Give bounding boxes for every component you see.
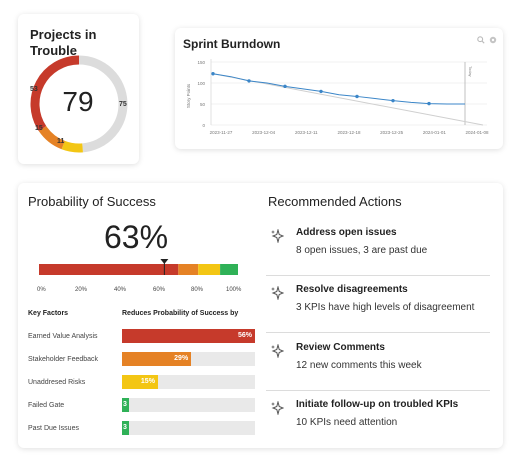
donut-segment	[30, 55, 80, 132]
burndown-chart[interactable]: 150 100 50 0 Story Points 2023-11-27 2023-12-0…	[175, 28, 503, 149]
action-address-open-issues[interactable]: Address open issues 8 open issues, 3 are…	[266, 225, 490, 276]
factor-bar-past-due-issues[interactable]: 3	[122, 421, 255, 435]
gauge-band	[198, 264, 221, 275]
x-tick-label: 2023-12-04	[252, 130, 276, 135]
action-title: Initiate follow-up on troubled KPIs	[296, 399, 459, 410]
factor-bar-earned-value[interactable]: 56%	[122, 329, 255, 343]
sparkle-icon	[271, 344, 284, 358]
data-point	[247, 79, 251, 83]
action-title: Resolve disagreements	[296, 284, 408, 295]
data-point	[355, 94, 359, 99]
action-resolve-disagreements[interactable]: Resolve disagreements 3 KPIs have high l…	[266, 282, 490, 333]
probability-title: Probability of Success	[28, 194, 156, 209]
data-point	[391, 98, 395, 103]
sparkle-icon	[271, 229, 284, 243]
factor-bar-unaddressed-risks[interactable]: 15%	[122, 375, 255, 389]
scale-tick-20: 20%	[75, 287, 88, 293]
scale-tick-60: 60%	[153, 287, 166, 293]
y-tick-label: 50	[200, 102, 206, 107]
action-initiate-follow-up[interactable]: Initiate follow-up on troubled KPIs 10 K…	[266, 397, 490, 447]
sprint-burndown-card[interactable]: 150 100 50 0 Story Points 2023-11-27 2023-12-0…	[175, 28, 503, 149]
donut-segment	[38, 125, 66, 150]
settings-icon[interactable]	[489, 36, 497, 44]
data-point	[211, 72, 215, 76]
y-axis-label: Story Points	[186, 83, 191, 108]
action-detail: 10 KPIs need attention	[296, 417, 398, 428]
actual-line	[212, 73, 465, 105]
x-tick-label: 2023-12-25	[380, 130, 404, 135]
projects-total-value: 79	[62, 86, 94, 117]
insights-panel: Probability of Success 63% 0% 20% 40% 60…	[18, 183, 503, 448]
x-tick-label: 2023-11-27	[210, 130, 233, 135]
search-icon[interactable]	[477, 36, 485, 44]
factor-label: Failed Gate	[28, 402, 65, 409]
factor-bar-failed-gate[interactable]: 3	[122, 398, 255, 412]
burndown-plot: 150 100 50 0 Story Points 2023-11-27 2023-12-0…	[186, 59, 489, 135]
action-review-comments[interactable]: Review Comments 12 new comments this wee…	[266, 340, 490, 391]
factor-bar-stakeholder-feedback[interactable]: 29%	[122, 352, 255, 366]
factor-value: 15%	[140, 378, 155, 385]
data-point	[427, 101, 431, 106]
probability-gauge-bar[interactable]	[18, 183, 258, 293]
scale-tick-100: 100%	[226, 287, 242, 293]
sparkle-icon	[271, 286, 284, 300]
reduces-header: Reduces Probability of Success by	[122, 310, 239, 317]
x-tick-label: 2023-12-11	[295, 130, 318, 135]
factor-fill	[122, 329, 255, 343]
donut-label-red: 53	[30, 86, 38, 93]
x-tick-label: 2024-01-08	[465, 130, 489, 135]
factor-value: 3	[123, 424, 127, 431]
factor-fill	[122, 375, 158, 389]
factor-label: Earned Value Analysis	[28, 333, 98, 340]
action-title: Review Comments	[296, 342, 385, 353]
factor-value: 56%	[238, 332, 253, 339]
donut-label-orange: 15	[35, 125, 43, 132]
y-tick-label: 0	[202, 123, 205, 128]
factor-value: 29%	[174, 355, 189, 362]
gauge-band	[178, 264, 199, 275]
key-factors-header: Key Factors	[28, 310, 69, 317]
action-title: Address open issues	[296, 227, 397, 238]
factor-label: Unaddresed Risks	[28, 379, 86, 386]
sparkle-icon	[271, 401, 284, 415]
data-point	[319, 89, 323, 94]
action-detail: 8 open issues, 3 are past due	[296, 245, 428, 256]
factor-label: Stakeholder Feedback	[28, 356, 99, 363]
probability-value: 63%	[104, 219, 169, 255]
factor-fill	[122, 352, 192, 366]
factor-fill	[122, 421, 129, 435]
projects-in-trouble-card[interactable]: Projects in Trouble 79 53 15 11 75	[18, 14, 139, 164]
donut-label-yellow: 11	[57, 138, 65, 145]
projects-donut-chart[interactable]	[18, 14, 139, 164]
burndown-title: Sprint Burndown	[183, 37, 281, 51]
factor-label: Past Due Issues	[28, 425, 79, 432]
scale-tick-0: 0%	[37, 287, 46, 293]
recommended-actions-title: Recommended Actions	[268, 194, 402, 209]
factor-value: 3	[123, 401, 127, 408]
gauge-pointer	[160, 259, 169, 264]
y-tick-label: 150	[197, 60, 205, 65]
scale-tick-80: 80%	[191, 287, 204, 293]
x-tick-label: 2024-01-01	[423, 130, 447, 135]
x-tick-label: 2023-12-18	[337, 130, 361, 135]
donut-segment	[78, 55, 128, 153]
gauge-band	[220, 264, 238, 275]
donut-segment	[61, 140, 83, 153]
donut-label-grey: 75	[119, 101, 127, 108]
scale-tick-40: 40%	[114, 287, 127, 293]
action-detail: 3 KPIs have high levels of disagreement	[296, 302, 475, 313]
data-point	[283, 84, 287, 89]
today-marker-label: Today	[468, 66, 473, 77]
y-tick-label: 100	[197, 81, 205, 86]
action-detail: 12 new comments this week	[296, 360, 422, 371]
gauge-band	[39, 264, 179, 275]
factor-fill	[122, 398, 129, 412]
projects-in-trouble-title: Projects in Trouble	[30, 27, 97, 58]
